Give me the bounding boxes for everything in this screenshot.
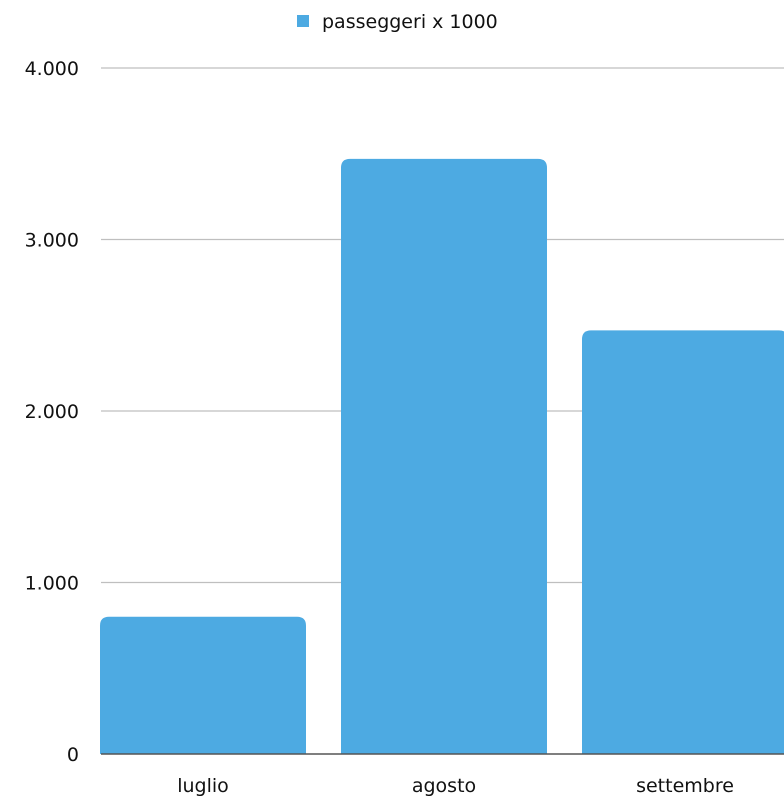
bar-agosto [341,158,547,754]
bar-luglio [100,616,306,754]
legend-label: passeggeri x 1000 [322,11,498,33]
y-tick-label: 0 [67,744,79,766]
axis-labels: 0 1.000 2.000 3.000 4.000 luglio agosto settemb… [25,58,734,797]
legend-swatch [297,15,309,27]
y-tick-label: 4.000 [25,58,79,80]
bars [100,158,784,754]
x-tick-label: agosto [412,775,476,797]
y-tick-label: 3.000 [25,230,79,252]
x-tick-label: luglio [177,775,229,797]
y-tick-label: 2.000 [25,401,79,423]
y-tick-label: 1.000 [25,573,79,595]
x-tick-label: settembre [636,775,734,797]
legend: passeggeri x 1000 [297,11,498,33]
bar-settembre [582,330,784,754]
